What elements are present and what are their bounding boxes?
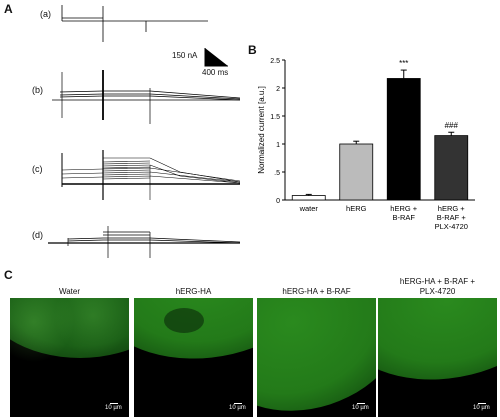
trace-c: [61, 150, 241, 200]
current-traces: [48, 5, 241, 258]
scalebar-herg-ha: [234, 403, 242, 404]
trace-d: [48, 226, 241, 258]
scalebar-herg-ha-braf: [357, 403, 365, 404]
scalebar-herg-ha-braf-plx: [478, 403, 486, 404]
y-tick-label: 2: [276, 86, 280, 93]
trace-label-d: (d): [32, 230, 43, 240]
panel-a-letter: A: [4, 2, 13, 16]
significance-marker: ###: [445, 121, 459, 130]
trace-label-b: (b): [32, 85, 43, 95]
bar-chart: 0 .5 1 1.5 2 2.5 Normalized current [a.u.] wate…: [257, 58, 475, 231]
micrograph-water: 10 µm: [10, 298, 129, 417]
y-axis-label: Normalized current [a.u.]: [257, 86, 266, 174]
x-tick-label: hERG +: [390, 204, 418, 213]
micrograph-herg-ha-braf: 10 µm: [257, 298, 376, 417]
micrograph-herg-ha: 10 µm: [134, 298, 253, 417]
scalebar-label-herg-ha: 10 µm: [229, 405, 246, 411]
scalebar-water: [110, 403, 118, 404]
bar-1: [339, 143, 374, 201]
image-title-herg-ha: hERG-HA: [175, 287, 212, 296]
trace-b: [52, 70, 241, 124]
x-tick-label: PLX-4720: [435, 222, 468, 231]
bar-2: [386, 78, 421, 201]
scalebar-label-water: 10 µm: [105, 405, 122, 411]
x-tick-label: hERG: [346, 204, 367, 213]
y-tick-label: 0: [276, 198, 280, 205]
bar-0: [291, 195, 326, 201]
panel-c-letter: C: [4, 268, 13, 282]
trace-label-c: (c): [32, 164, 43, 174]
y-tick-label: 1: [276, 142, 280, 149]
y-tick-label: 2.5: [270, 58, 280, 65]
x-tick-label: water: [299, 204, 319, 213]
significance-marker: ***: [399, 59, 408, 68]
image-title-water: Water: [58, 287, 81, 296]
trace-label-a: (a): [40, 9, 51, 19]
x-tick-label: B-RAF: [393, 213, 416, 222]
bar-3: [434, 135, 469, 201]
scale-current-label: 150 nA: [172, 51, 198, 60]
micrograph-herg-ha-braf-plx: 10 µm: [378, 298, 497, 417]
y-tick-label: .5: [274, 170, 280, 177]
image-title-herg-ha-braf-plx: hERG-HA + B-RAF + PLX-4720: [399, 277, 476, 296]
x-tick-label: hERG +: [438, 204, 466, 213]
scalebar-label-herg-ha-braf: 10 µm: [352, 405, 369, 411]
x-tick-label: B-RAF +: [437, 213, 467, 222]
scalebar-label-herg-ha-braf-plx: 10 µm: [473, 405, 490, 411]
panel-b-letter: B: [248, 43, 257, 57]
trace-a: [61, 5, 208, 42]
y-tick-label: 1.5: [270, 114, 280, 121]
scale-bars: [204, 48, 228, 67]
image-title-herg-ha-braf: hERG-HA + B-RAF: [282, 287, 351, 296]
scale-time-label: 400 ms: [202, 68, 229, 77]
